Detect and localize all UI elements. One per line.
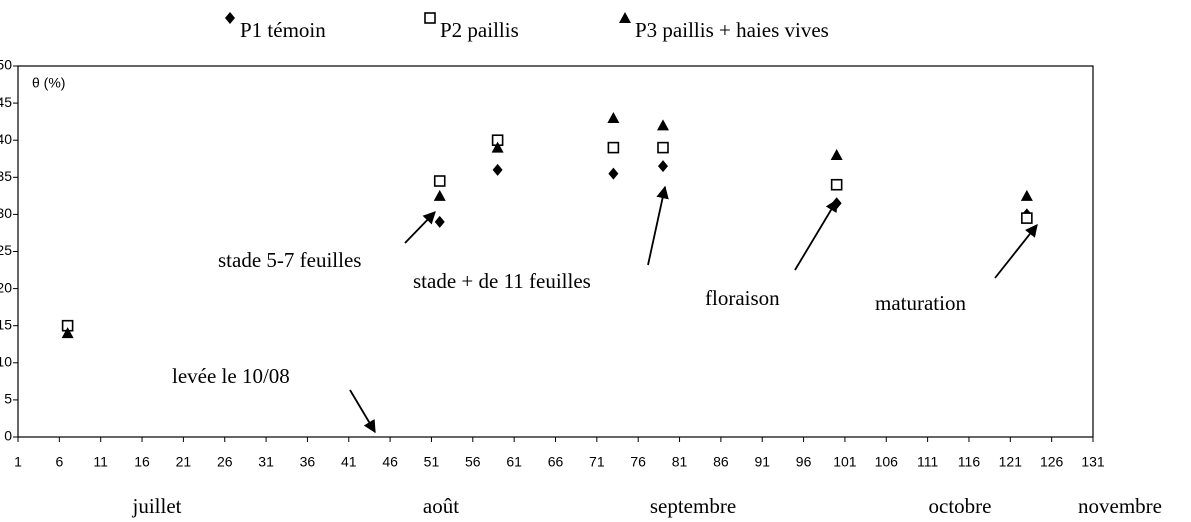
annotation: floraison bbox=[705, 286, 780, 310]
month-label: novembre bbox=[1078, 494, 1162, 518]
x-tick-label: 56 bbox=[465, 454, 481, 470]
y-tick-label: 25 bbox=[0, 242, 12, 258]
y-tick-label: 50 bbox=[0, 57, 12, 73]
x-tick-label: 11 bbox=[93, 454, 108, 470]
point bbox=[657, 119, 669, 131]
x-tick-label: 66 bbox=[548, 454, 564, 470]
x-tick-label: 71 bbox=[589, 454, 605, 470]
x-tick-label: 6 bbox=[55, 454, 63, 470]
annotation-arrow bbox=[994, 224, 1038, 279]
annotation-arrow bbox=[647, 185, 669, 266]
legend-marker bbox=[225, 12, 235, 24]
point bbox=[61, 327, 74, 339]
x-tick-label: 101 bbox=[833, 454, 857, 470]
x-tick-label: 1 bbox=[14, 454, 22, 470]
x-tick-label: 121 bbox=[999, 454, 1023, 470]
point bbox=[608, 167, 619, 180]
x-tick-label: 91 bbox=[754, 454, 770, 470]
x-tick-label: 51 bbox=[424, 454, 440, 470]
annotation: levée le 10/08 bbox=[172, 364, 290, 388]
legend-label: P1 témoin bbox=[240, 18, 326, 42]
x-tick-label: 31 bbox=[258, 454, 274, 470]
point bbox=[657, 141, 669, 154]
x-tick-label: 46 bbox=[382, 454, 398, 470]
y-tick-label: 35 bbox=[0, 168, 12, 184]
x-tick-label: 16 bbox=[134, 454, 150, 470]
y-tick-label: 0 bbox=[4, 428, 12, 444]
point bbox=[491, 141, 504, 153]
y-tick-label: 30 bbox=[0, 205, 12, 221]
legend-marker bbox=[619, 12, 631, 23]
point bbox=[492, 163, 503, 176]
annotation-arrow bbox=[404, 211, 436, 244]
month-label: juillet bbox=[132, 494, 182, 518]
x-tick-label: 76 bbox=[630, 454, 646, 470]
legend-label: P3 paillis + haies vives bbox=[635, 18, 829, 42]
point bbox=[434, 215, 445, 228]
point bbox=[830, 149, 843, 161]
y-tick-label: 40 bbox=[0, 131, 12, 147]
legend-label: P2 paillis bbox=[440, 18, 519, 42]
annotation: stade + de 11 feuilles bbox=[413, 269, 591, 293]
x-tick-label: 86 bbox=[713, 454, 729, 470]
x-tick-label: 36 bbox=[300, 454, 316, 470]
point bbox=[658, 160, 668, 173]
x-tick-label: 116 bbox=[958, 454, 981, 470]
y-tick-label: 10 bbox=[0, 354, 12, 370]
point bbox=[433, 175, 446, 187]
y-tick-label: 5 bbox=[4, 391, 12, 407]
x-tick-label: 111 bbox=[917, 454, 938, 470]
y-axis-label: θ (%) bbox=[32, 75, 65, 91]
y-tick-label: 20 bbox=[0, 279, 12, 295]
month-label: septembre bbox=[650, 494, 736, 518]
point bbox=[830, 178, 843, 191]
point bbox=[1021, 212, 1033, 224]
annotation-arrow bbox=[794, 198, 838, 271]
point bbox=[607, 141, 620, 154]
x-tick-label: 41 bbox=[341, 454, 357, 470]
month-label: août bbox=[423, 494, 459, 518]
x-tick-label: 106 bbox=[875, 454, 899, 470]
point bbox=[433, 189, 446, 201]
y-tick-label: 15 bbox=[0, 316, 12, 332]
annotation-arrow bbox=[349, 389, 376, 434]
annotation: stade 5-7 feuilles bbox=[218, 248, 361, 272]
month-label: octobre bbox=[929, 494, 992, 518]
y-tick-label: 45 bbox=[0, 94, 12, 110]
x-tick-label: 21 bbox=[176, 454, 192, 470]
x-tick-label: 126 bbox=[1040, 454, 1064, 470]
x-tick-label: 26 bbox=[217, 454, 233, 470]
x-tick-label: 61 bbox=[506, 454, 522, 470]
annotation: maturation bbox=[875, 291, 966, 315]
x-tick-label: 96 bbox=[796, 454, 812, 470]
legend-marker bbox=[424, 12, 436, 24]
x-tick-label: 131 bbox=[1081, 454, 1105, 470]
point bbox=[607, 111, 620, 123]
point bbox=[1020, 189, 1033, 201]
x-tick-label: 81 bbox=[672, 454, 688, 470]
